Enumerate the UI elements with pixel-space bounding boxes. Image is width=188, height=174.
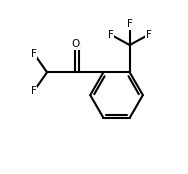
Text: F: F [146,30,151,40]
Text: F: F [31,86,37,96]
Text: O: O [71,39,79,49]
Text: F: F [108,30,114,40]
Text: F: F [127,19,133,29]
Text: F: F [31,49,37,58]
